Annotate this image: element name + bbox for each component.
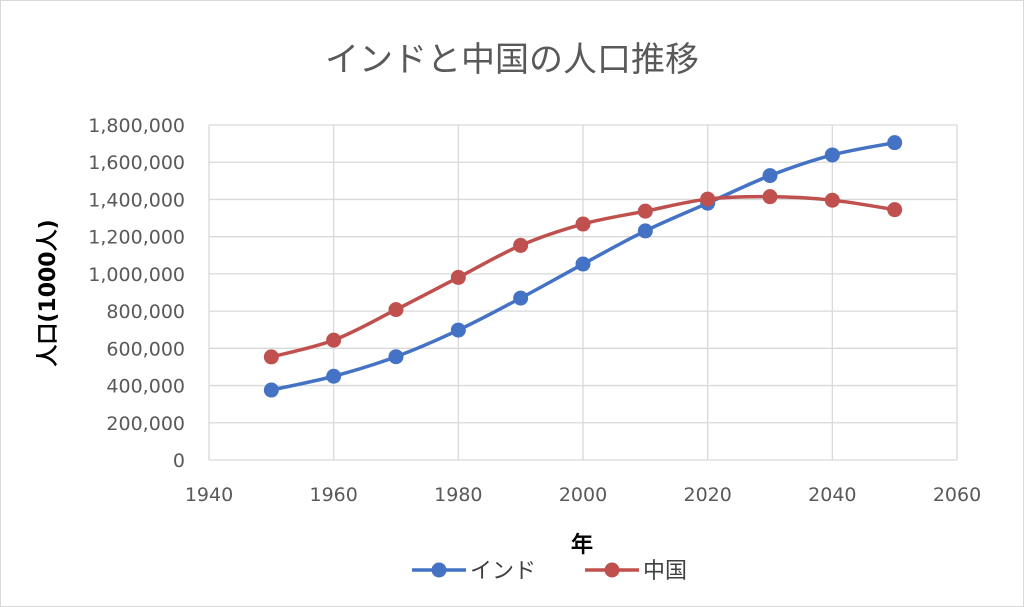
- y-tick-label: 0: [173, 450, 185, 472]
- x-tick-label: 1940: [185, 484, 233, 506]
- data-point: [513, 237, 529, 253]
- chart-title: インドと中国の人口推移: [325, 40, 699, 80]
- data-point: [637, 203, 653, 219]
- legend-item: インド: [412, 559, 536, 584]
- y-tick-label: 400,000: [106, 376, 185, 398]
- data-point: [388, 302, 404, 318]
- legend-item: 中国: [585, 559, 687, 584]
- y-tick-label: 600,000: [106, 338, 185, 360]
- series-0: [263, 135, 903, 398]
- data-point: [887, 135, 903, 151]
- x-tick-label: 1980: [434, 484, 482, 506]
- gridlines: [208, 124, 958, 461]
- data-point: [263, 382, 279, 398]
- data-point: [450, 322, 466, 338]
- series-line: [270, 194, 895, 359]
- data-point: [513, 290, 529, 306]
- legend: インド 中国: [412, 559, 687, 584]
- data-point: [575, 216, 591, 232]
- data-point: [887, 202, 903, 218]
- data-point: [326, 368, 342, 384]
- x-tick-label: 2000: [559, 484, 607, 506]
- y-tick-label: 800,000: [106, 301, 185, 323]
- series-1: [263, 189, 903, 365]
- data-point: [762, 189, 778, 205]
- data-point: [326, 332, 342, 348]
- legend-label: 中国: [643, 559, 687, 584]
- data-point: [824, 147, 840, 163]
- legend-marker: [604, 562, 620, 578]
- data-point: [388, 349, 404, 365]
- data-point: [824, 192, 840, 208]
- y-axis-ticks: 0 200,000 400,000 600,000 800,000 1,000,000 1,…: [88, 115, 185, 472]
- x-tick-label: 2060: [933, 484, 981, 506]
- y-tick-label: 1,200,000: [88, 227, 185, 249]
- data-point: [637, 223, 653, 239]
- y-tick-label: 1,800,000: [88, 115, 185, 137]
- data-point: [762, 168, 778, 184]
- x-axis-ticks: 1940 1960 1980 2000 2020 2040 2060: [185, 484, 981, 506]
- data-point: [263, 349, 279, 365]
- legend-label: インド: [470, 559, 536, 584]
- x-axis-label: 年: [571, 532, 593, 558]
- y-tick-label: 1,400,000: [88, 189, 185, 211]
- y-tick-label: 1,600,000: [88, 152, 185, 174]
- y-tick-label: 200,000: [106, 413, 185, 435]
- x-tick-label: 2020: [683, 484, 731, 506]
- x-tick-label: 1960: [309, 484, 357, 506]
- x-tick-label: 2040: [808, 484, 856, 506]
- legend-marker: [431, 562, 447, 578]
- series-group: [263, 135, 903, 398]
- data-point: [575, 256, 591, 272]
- data-point: [450, 269, 466, 285]
- data-point: [700, 191, 716, 207]
- y-tick-label: 1,000,000: [88, 264, 185, 286]
- y-axis-label: 人口(1000人): [36, 219, 61, 366]
